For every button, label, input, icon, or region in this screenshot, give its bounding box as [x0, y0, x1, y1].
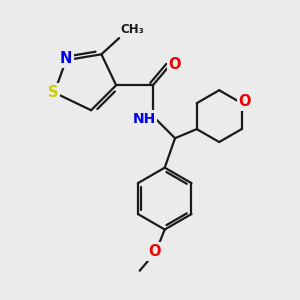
Text: S: S	[48, 85, 58, 100]
Text: NH: NH	[133, 112, 156, 126]
Text: O: O	[238, 94, 251, 109]
Text: O: O	[148, 244, 161, 259]
Text: N: N	[60, 51, 72, 66]
Text: CH₃: CH₃	[121, 23, 144, 36]
Text: O: O	[168, 57, 181, 72]
